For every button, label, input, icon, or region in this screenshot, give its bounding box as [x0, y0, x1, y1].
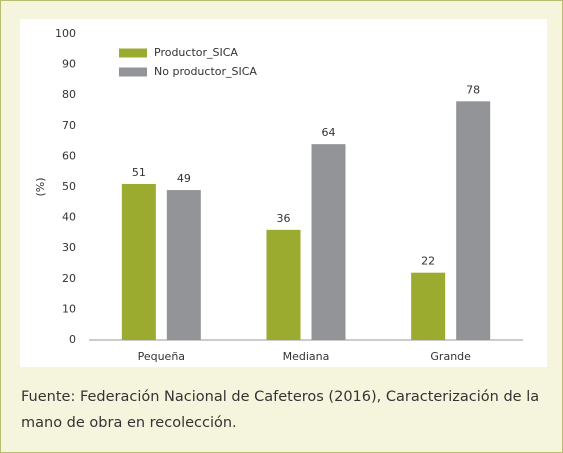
y-tick-label: 40: [62, 211, 76, 224]
source-note: Fuente: Federación Nacional de Cafeteros…: [21, 389, 540, 431]
value-label: 22: [421, 255, 435, 268]
y-tick-label: 80: [62, 88, 76, 101]
y-tick-label: 30: [62, 241, 76, 254]
y-axis-label: (%): [34, 177, 47, 196]
chart: (%) 0 10 20 30 40 50 60 70 80 90 100 Pequeña 51 49 Med…: [34, 27, 523, 363]
bar: [266, 229, 301, 340]
value-label: 49: [177, 172, 191, 185]
y-tick-label: 50: [62, 180, 76, 193]
x-tick-label: Mediana: [283, 350, 330, 363]
y-tick-label: 70: [62, 119, 76, 132]
bar: [311, 144, 346, 340]
y-tick-label: 90: [62, 58, 76, 71]
legend-swatch: [119, 67, 147, 77]
value-label: 36: [277, 212, 291, 225]
value-label: 64: [322, 126, 336, 139]
value-label: 51: [132, 166, 146, 179]
legend-label: Productor_SICA: [154, 46, 238, 59]
legend-swatch: [119, 48, 147, 58]
bar: [121, 183, 156, 340]
y-tick-label: 60: [62, 149, 76, 162]
legend-label: No productor_SICA: [154, 65, 257, 78]
y-tick-label: 10: [62, 302, 76, 315]
x-tick-label: Pequeña: [138, 350, 185, 363]
y-tick-label: 20: [62, 272, 76, 285]
bar: [166, 190, 201, 340]
x-tick-label: Grande: [430, 350, 471, 363]
y-tick-label: 0: [69, 333, 76, 346]
value-label: 78: [466, 83, 480, 96]
bar: [456, 101, 491, 340]
bar: [411, 272, 446, 340]
y-tick-label: 100: [55, 27, 76, 40]
